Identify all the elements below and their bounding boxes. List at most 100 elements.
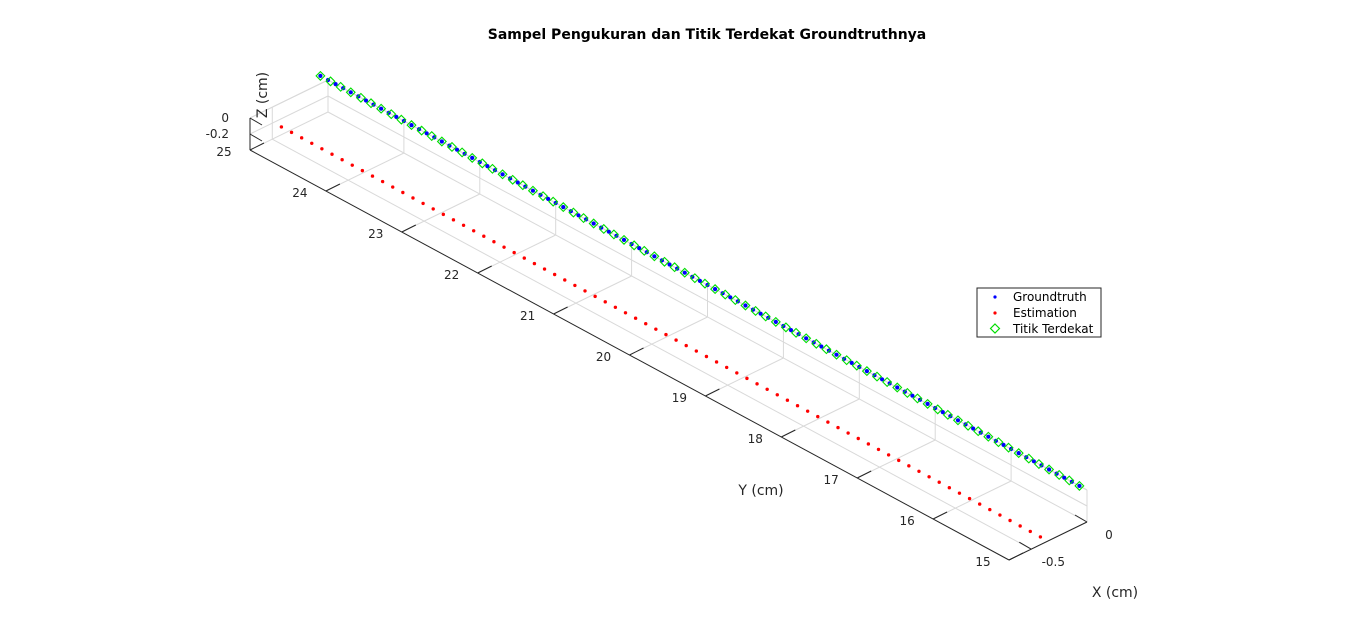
estimation-point — [633, 316, 638, 320]
estimation-point — [917, 469, 921, 473]
estimation-point — [967, 496, 972, 501]
y-tick-mark — [553, 306, 568, 315]
estimation-point — [724, 365, 729, 370]
titik-terdekat-point — [983, 431, 994, 442]
groundtruth-point — [652, 254, 657, 259]
estimation-point — [421, 201, 425, 206]
estimation-point — [775, 393, 779, 397]
groundtruth-point — [925, 401, 930, 406]
titik-terdekat-point — [345, 87, 356, 98]
x-tick-mark — [1019, 541, 1032, 550]
y-tick-mark — [932, 511, 948, 520]
groundtruth-point — [424, 131, 429, 136]
estimation-point — [826, 420, 830, 424]
groundtruth-point — [439, 139, 444, 144]
y-tick-mark — [249, 142, 265, 151]
groundtruth-point — [1046, 467, 1052, 472]
titik-terdekat-point — [801, 333, 812, 344]
titik-terdekat-point — [548, 196, 559, 207]
estimation-point — [613, 305, 618, 309]
y-tick-label: 16 — [899, 514, 914, 528]
titik-terdekat-point — [335, 81, 346, 92]
legend: Groundtruth Estimation Titik Terdekat — [976, 287, 1102, 338]
estimation-point — [380, 179, 385, 184]
y-tick-label: 17 — [824, 473, 839, 487]
estimation-point — [411, 196, 415, 200]
titik-terdekat-point — [1033, 458, 1045, 470]
estimation-point — [441, 212, 446, 217]
estimation-point — [988, 507, 992, 512]
grid-line — [272, 138, 1032, 550]
titik-terdekat-point — [699, 278, 711, 289]
groundtruth-point — [940, 410, 945, 415]
estimation-point — [340, 158, 344, 162]
estimation-point — [1018, 524, 1022, 528]
titik-terdekat-point — [942, 409, 953, 420]
titik-terdekat-point — [588, 218, 599, 229]
y-axis-label: Y (cm) — [737, 483, 783, 499]
estimation-point — [1008, 518, 1012, 523]
estimation-point — [1028, 529, 1032, 534]
y-tick-label: 24 — [292, 186, 307, 200]
titik-terdekat-point — [355, 92, 366, 103]
estimation-point — [552, 272, 557, 277]
titik-terdekat-point — [679, 267, 690, 278]
estimation-point — [461, 223, 466, 227]
titik-terdekat-point — [1003, 442, 1014, 453]
groundtruth-point — [379, 106, 384, 111]
z-tick-label: -0.2 — [206, 127, 229, 141]
groundtruth-point — [561, 205, 566, 210]
groundtruth-point — [485, 164, 490, 169]
legend-groundtruth-marker — [993, 295, 997, 299]
groundtruth-point — [743, 303, 748, 308]
titik-terdekat-point — [507, 174, 518, 185]
groundtruth-point — [348, 90, 353, 95]
titik-terdekat-point — [882, 376, 893, 388]
titik-terdekat-point — [396, 114, 407, 125]
titik-terdekat-point — [1054, 469, 1065, 481]
titik-terdekat-point — [457, 147, 468, 158]
titik-terdekat-point — [1064, 475, 1075, 486]
estimation-point — [542, 267, 547, 271]
titik-terdekat-point — [487, 163, 498, 174]
groundtruth-point — [849, 360, 854, 365]
y-tick-label: 21 — [520, 309, 535, 323]
z-tick-label: 0 — [221, 111, 229, 125]
titik-terdekat-point — [598, 223, 609, 235]
titik-terdekat-point — [578, 212, 589, 224]
legend-box — [976, 287, 1102, 338]
z-axis-label: Z (cm) — [255, 72, 271, 118]
data-points — [279, 70, 1085, 539]
estimation-point — [684, 343, 688, 348]
estimation-point — [745, 376, 749, 381]
titik-terdekat-point — [558, 202, 569, 213]
estimation-point — [897, 458, 901, 463]
groundtruth-point — [864, 369, 869, 374]
estimation-point — [350, 163, 354, 167]
groundtruth-point — [409, 123, 414, 128]
titik-terdekat-point — [477, 158, 488, 169]
titik-terdekat-point — [365, 98, 377, 109]
titik-terdekat-point — [861, 366, 872, 377]
groundtruth-point — [758, 311, 763, 316]
groundtruth-point — [363, 98, 369, 103]
estimation-point — [755, 382, 759, 386]
groundtruth-point — [819, 344, 824, 349]
groundtruth-point — [1016, 451, 1021, 456]
groundtruth-point — [986, 434, 991, 439]
z-tick-mark — [249, 117, 263, 126]
titik-terdekat-point — [831, 349, 842, 360]
estimation-point — [1038, 535, 1043, 539]
titik-terdekat-point — [902, 387, 913, 399]
groundtruth-point — [910, 393, 915, 398]
titik-terdekat-point — [790, 327, 802, 338]
estimation-point — [431, 207, 435, 211]
estimation-point — [289, 130, 294, 135]
groundtruth-point — [546, 196, 551, 201]
legend-groundtruth-label: Groundtruth — [1013, 290, 1087, 304]
estimation-point — [836, 425, 840, 430]
titik-terdekat-point — [720, 289, 731, 300]
y-tick-mark — [629, 347, 644, 356]
estimation-point — [674, 338, 678, 342]
titik-terdekat-point — [467, 152, 478, 163]
